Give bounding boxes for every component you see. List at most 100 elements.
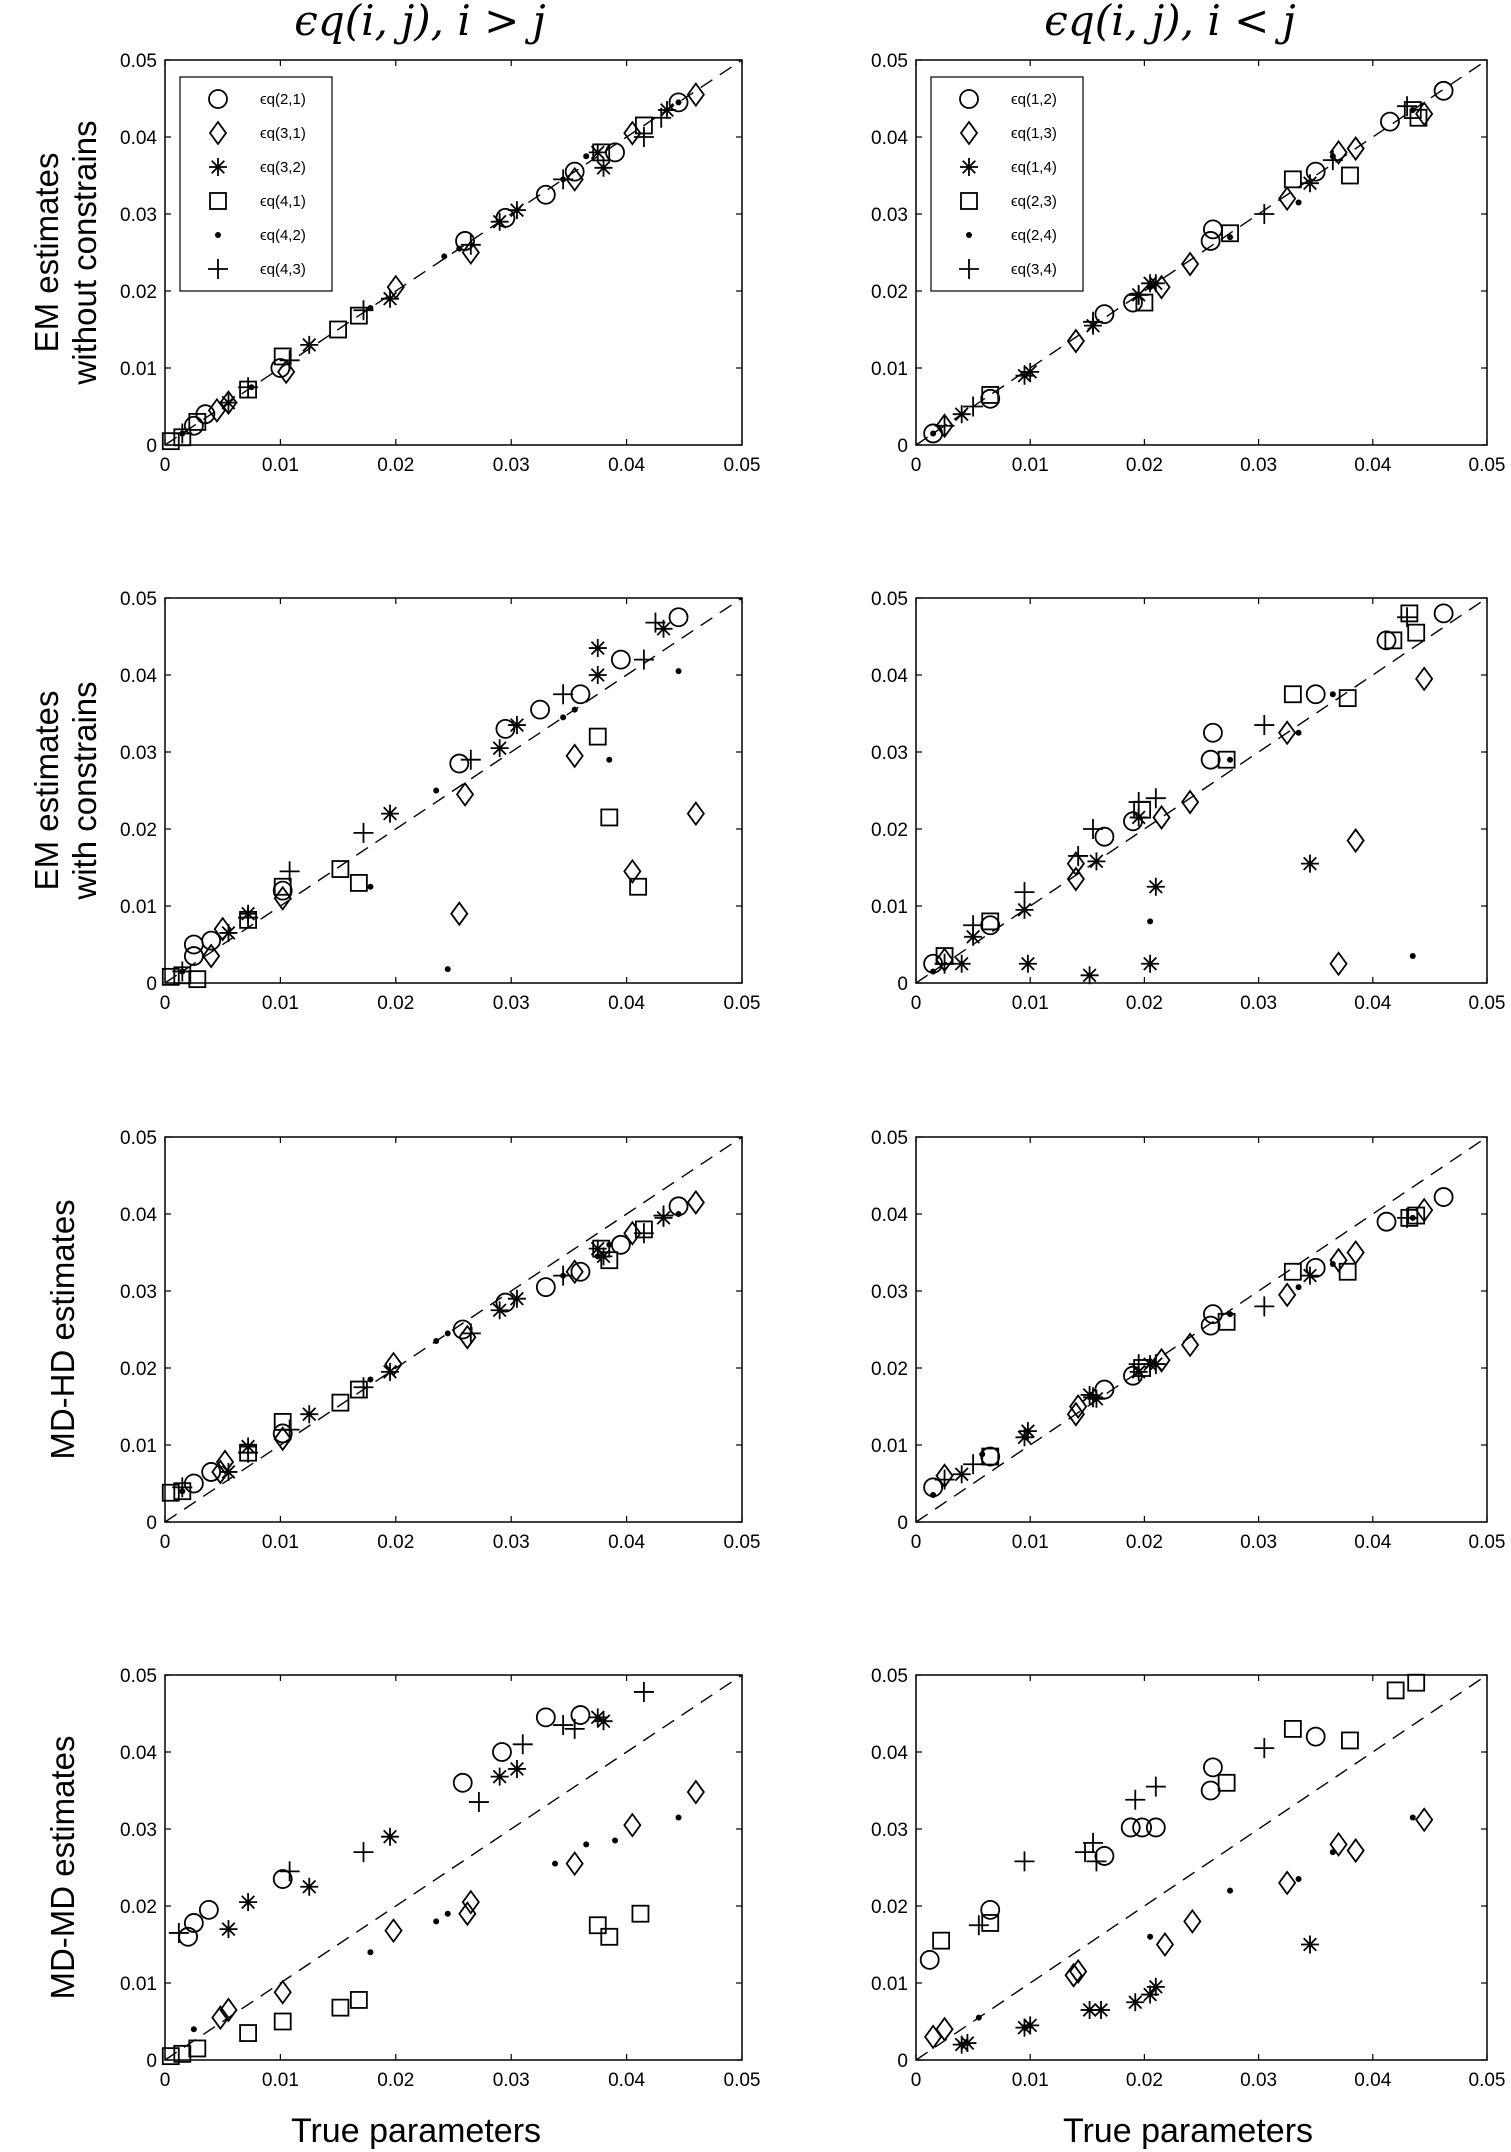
data-point-diamond [211,2005,230,2031]
data-point-star [507,716,526,735]
legend-label: ϵq(3,4) [1011,261,1057,278]
data-point-star [490,1767,509,1786]
data-point-star [381,289,400,308]
data-point-star [490,212,509,231]
x-tick-label: 0.05 [724,993,761,1014]
data-point-star [1300,174,1319,193]
data-point-circle [535,1707,556,1728]
y-tick-label: 0.02 [120,1359,157,1380]
data-point-diamond [686,1189,705,1215]
legend-label: ϵq(2,4) [1011,227,1057,244]
x-axis-label-left: True parameters [291,2112,541,2150]
data-point-plus [1068,845,1089,866]
data-point-star [381,1362,400,1381]
x-tick-label: 0.03 [1240,455,1277,476]
data-point-circle [1203,1757,1223,1778]
data-point-plus [1397,96,1418,117]
data-point-diamond [219,1997,238,2023]
data-point-circle [564,161,585,182]
data-point-star [1092,2000,1110,2019]
x-tick-label: 0.03 [493,1532,530,1553]
data-point-dot [433,1338,440,1345]
data-point-plus [1397,1207,1418,1228]
data-point-circle [1200,231,1221,251]
data-point-diamond [1152,804,1171,830]
data-point-square [1384,631,1403,650]
data-point-dot [190,2026,197,2033]
data-point-star [588,143,607,162]
data-point-diamond [1278,720,1297,746]
data-point-star [588,1708,607,1727]
data-point-plus [963,396,984,417]
x-tick-label: 0.04 [1354,455,1391,476]
data-point-dot [975,2014,982,2021]
data-point-diamond [207,397,227,423]
legend-label: ϵq(4,1) [260,193,306,210]
data-point-star [952,405,971,424]
data-point-circle [1094,304,1115,325]
data-point-square [588,727,607,746]
y-tick-label: 0.04 [120,666,157,687]
data-point-diamond [384,1918,403,1944]
legend-marker-plus [959,259,979,279]
data-point-plus [645,612,666,633]
data-point-diamond [565,166,584,192]
data-point-circle [1145,1817,1166,1838]
legend-marker-circle [959,89,979,109]
data-point-dot [1227,1311,1234,1318]
series-diamond [211,1779,705,2031]
data-point-diamond [686,801,705,827]
y-tick-label: 0.02 [871,1359,908,1380]
y-tick-label: 0 [146,2051,157,2072]
data-point-star [381,804,400,823]
y-tick-label: 0.05 [871,589,908,610]
y-tick-label: 0.04 [120,1743,157,1764]
y-tick-label: 0.01 [871,1436,908,1457]
data-point-circle [449,753,470,774]
data-point-plus [353,822,374,843]
data-point-plus [168,1922,189,1943]
plot-frame [915,1136,1488,1523]
legend-label: ϵq(4,2) [260,227,306,244]
data-point-dot [930,968,937,975]
x-tick-label: 0.02 [1126,2070,1163,2091]
y-tick-label: 0 [897,974,908,995]
data-point-diamond [1329,1831,1348,1857]
data-point-circle [1305,1258,1326,1278]
data-point-star [1080,966,1099,985]
data-point-plus [1254,1738,1275,1759]
data-point-dot [433,1918,440,1925]
data-point-plus [1128,792,1149,813]
data-point-star [1146,877,1165,896]
data-point-square [349,874,368,892]
data-point-square [239,2024,257,2042]
data-point-plus [238,1442,259,1463]
y-tick-label: 0.05 [120,589,157,610]
data-point-dot [612,1837,619,1844]
series-dot [179,1211,682,1495]
data-point-square [331,860,350,878]
data-point-diamond [1278,186,1297,212]
data-point-star [1146,1977,1165,1996]
data-point-circle [272,1869,293,1889]
series-star [952,1935,1319,2054]
chart-panel-row3-right: 0 0.01 0.02 0.03 0.04 0.05 0 0.01 0.02 0.03 0.04 0.… [871,1128,1505,1553]
data-point-square [600,808,619,827]
data-point-circle [1433,603,1454,624]
data-point-plus [633,1223,654,1244]
x-tick-label: 0.05 [724,2070,761,2091]
series-circle [183,607,689,966]
data-point-star [952,1465,971,1484]
x-tick-label: 0.05 [1469,2070,1506,2091]
data-point-star [219,923,238,942]
data-point-plus [633,127,654,147]
data-point-circle [919,1950,940,1970]
legend-marker-dot [215,232,221,238]
data-point-plus [553,169,574,190]
legend-marker-diamond [208,120,228,146]
data-point-plus [633,649,654,670]
x-tick-label: 0.02 [1126,993,1163,1014]
series-star [219,1708,613,1939]
data-point-dot [1147,1933,1154,1940]
